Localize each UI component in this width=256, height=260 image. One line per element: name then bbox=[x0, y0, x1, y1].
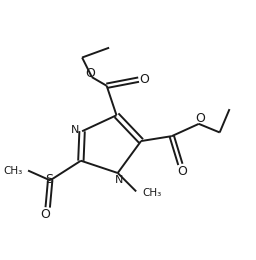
Text: O: O bbox=[195, 112, 205, 125]
Text: S: S bbox=[45, 173, 53, 186]
Text: N: N bbox=[115, 175, 123, 185]
Text: O: O bbox=[40, 208, 50, 221]
Text: O: O bbox=[85, 68, 95, 81]
Text: CH₃: CH₃ bbox=[3, 166, 23, 176]
Text: O: O bbox=[139, 73, 149, 86]
Text: N: N bbox=[71, 125, 79, 135]
Text: O: O bbox=[177, 165, 187, 178]
Text: CH₃: CH₃ bbox=[142, 188, 162, 198]
